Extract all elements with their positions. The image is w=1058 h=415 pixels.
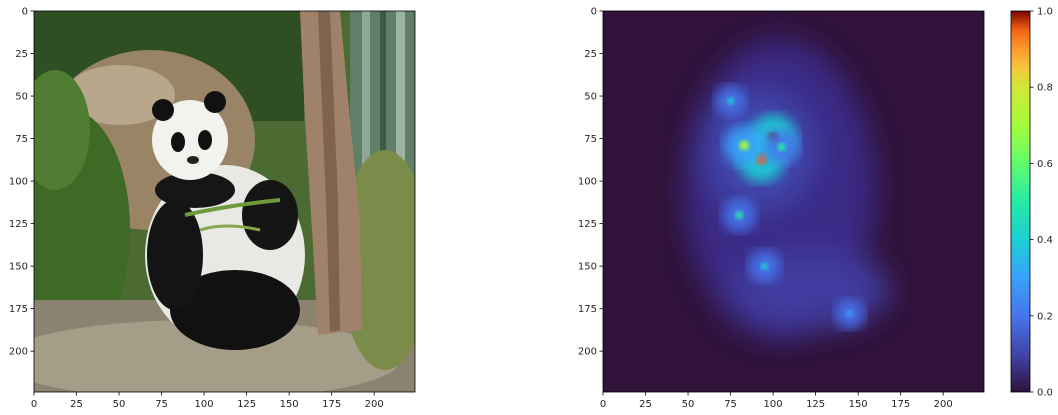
heatmap-hotspot xyxy=(846,310,854,318)
heatmap-y-tick-label: 125 xyxy=(578,219,597,230)
photo-x-tick-label: 200 xyxy=(365,399,384,410)
photo-x-tick-label: 75 xyxy=(155,399,168,410)
panda-photo xyxy=(34,11,415,392)
heatmap-x-tick-label: 75 xyxy=(724,399,737,410)
saliency-heatmap xyxy=(603,11,984,392)
heatmap-hotspot xyxy=(777,142,786,152)
heatmap-x-tick-label: 175 xyxy=(891,399,910,410)
colorbar-tick-label: 0.8 xyxy=(1037,83,1053,94)
photo-x-tick-label: 150 xyxy=(280,399,299,410)
heatmap-hotspot xyxy=(735,211,744,220)
colorbar-tick-label: 0.6 xyxy=(1037,159,1053,170)
photo-y-tick-label: 75 xyxy=(15,134,28,145)
heatmap-hotspot xyxy=(739,140,750,151)
heatmap-y-tick-label: 100 xyxy=(578,177,597,188)
heatmap-y-tick-label: 25 xyxy=(584,49,597,60)
heatmap-x-tick-label: 0 xyxy=(600,399,606,410)
heatmap-x-tick-label: 125 xyxy=(806,399,825,410)
colorbar-tick-label: 1.0 xyxy=(1037,7,1053,18)
heatmap-y-tick-label: 50 xyxy=(584,92,597,103)
colorbar-tick-label: 0.0 xyxy=(1037,388,1053,399)
heatmap-y-tick-label: 150 xyxy=(578,262,597,273)
photo-y-tick-label: 125 xyxy=(9,219,28,230)
photo-x-tick-label: 50 xyxy=(113,399,126,410)
saliency-heatmap-panel: 0 25 50 75 100 125 150 175 200 0 25 50 75 100 125 150 17… xyxy=(578,7,985,410)
photo-x-tick-label: 0 xyxy=(31,399,37,410)
photo-x-tick-label: 125 xyxy=(237,399,256,410)
heatmap-x-tick-label: 50 xyxy=(682,399,695,410)
heatmap-y-tick-label: 175 xyxy=(578,304,597,315)
heatmap-y-tick-label: 75 xyxy=(584,134,597,145)
photo-x-tick-label: 175 xyxy=(322,399,341,410)
photo-y-tick-label: 0 xyxy=(22,7,28,18)
photo-y-tick-label: 25 xyxy=(15,49,28,60)
heatmap-hotspot xyxy=(726,97,735,105)
photo-y-tick-label: 100 xyxy=(9,177,28,188)
photo-x-tick-label: 100 xyxy=(195,399,214,410)
heatmap-hotspot xyxy=(760,262,769,270)
heatmap-y-tick-label: 200 xyxy=(578,347,597,358)
colorbar: 0.0 0.2 0.4 0.6 0.8 1.0 xyxy=(1010,7,1053,399)
photo-panel: 0 25 50 75 100 125 150 175 200 0 25 50 75 100 125 150 17… xyxy=(9,7,416,410)
heatmap-x-tick-label: 25 xyxy=(639,399,652,410)
heatmap-x-tick-label: 200 xyxy=(934,399,953,410)
photo-x-tick-label: 25 xyxy=(70,399,83,410)
photo-y-tick-label: 50 xyxy=(15,92,28,103)
colorbar-tick-label: 0.4 xyxy=(1037,235,1053,246)
photo-y-tick-label: 150 xyxy=(9,262,28,273)
photo-y-tick-label: 175 xyxy=(9,304,28,315)
heatmap-x-tick-label: 150 xyxy=(849,399,868,410)
photo-y-tick-label: 200 xyxy=(9,347,28,358)
heatmap-x-tick-label: 100 xyxy=(764,399,783,410)
heatmap-y-tick-label: 0 xyxy=(591,7,597,18)
colorbar-tick-label: 0.2 xyxy=(1037,311,1053,322)
